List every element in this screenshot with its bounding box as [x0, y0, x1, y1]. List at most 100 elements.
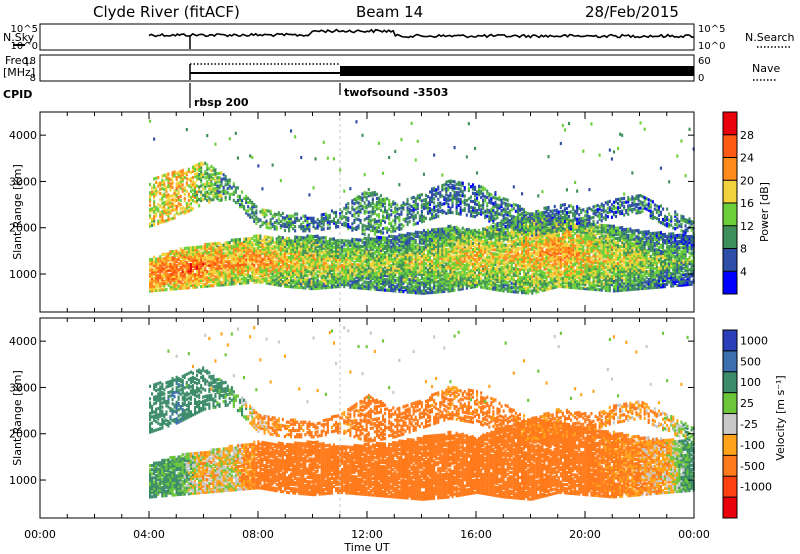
data-cell [471, 252, 474, 256]
data-cell [369, 237, 372, 241]
data-cell [396, 239, 399, 243]
data-cell [326, 283, 329, 287]
data-cell [465, 280, 468, 284]
data-cell [304, 282, 307, 286]
data-cell [439, 233, 442, 238]
data-cell [400, 252, 403, 256]
data-cell [375, 230, 378, 234]
data-cell [257, 164, 260, 168]
data-cell [259, 278, 262, 282]
data-cell [461, 200, 464, 204]
data-cell [447, 198, 450, 202]
data-cell [410, 274, 413, 278]
data-cell [390, 213, 393, 217]
data-cell [185, 246, 188, 250]
data-cell [467, 277, 470, 281]
data-cell [312, 247, 315, 251]
data-cell [216, 281, 219, 285]
data-cell [433, 205, 436, 209]
data-cell [371, 193, 374, 197]
data-cell [269, 238, 272, 242]
data-cell [300, 227, 303, 231]
data-cell [441, 209, 444, 213]
data-cell [204, 251, 207, 255]
data-cell [402, 290, 405, 294]
data-cell [414, 203, 417, 207]
data-cell [196, 262, 199, 266]
data-cell [149, 207, 152, 212]
data-cell [232, 190, 235, 194]
data-cell [384, 278, 387, 282]
data-cell [410, 261, 413, 265]
data-cell [292, 260, 295, 264]
data-cell [414, 245, 417, 249]
data-cell [435, 275, 438, 280]
data-cell [236, 186, 239, 190]
data-cell [459, 200, 462, 204]
data-cell [220, 262, 223, 266]
data-cell [153, 204, 156, 208]
data-cell [151, 270, 154, 274]
data-cell [185, 286, 188, 290]
data-cell [377, 238, 380, 242]
data-cell [392, 274, 395, 278]
data-cell [351, 237, 354, 241]
data-cell [361, 274, 364, 278]
data-cell [196, 192, 199, 196]
data-cell [431, 234, 434, 238]
data-cell [306, 255, 309, 259]
data-cell [324, 271, 327, 275]
data-cell [394, 285, 397, 289]
data-cell [406, 240, 409, 244]
data-cell [194, 266, 197, 270]
data-cell [300, 265, 303, 269]
data-cell [328, 220, 331, 224]
data-cell [290, 285, 293, 289]
data-cell [191, 283, 194, 287]
data-cell [196, 254, 199, 258]
data-cell [433, 263, 436, 267]
data-cell [467, 248, 470, 252]
data-cell [375, 201, 378, 205]
data-cell [422, 215, 425, 219]
data-cell [357, 246, 360, 250]
data-cell [226, 243, 229, 247]
data-cell [241, 260, 244, 264]
data-cell [320, 273, 323, 277]
data-cell [400, 267, 403, 271]
data-cell [443, 233, 446, 237]
data-cell [424, 231, 427, 235]
data-cell [220, 270, 223, 274]
data-cell [181, 278, 184, 282]
data-cell [412, 243, 415, 247]
data-cell [200, 176, 203, 180]
data-cell [187, 205, 190, 209]
data-cell [455, 207, 458, 211]
data-cell [437, 259, 440, 263]
data-cell [433, 238, 436, 242]
data-cell [204, 257, 207, 261]
data-cell [449, 206, 452, 210]
data-cell [355, 267, 358, 271]
data-cell [474, 247, 477, 251]
data-cell [377, 279, 380, 283]
data-cell [247, 262, 250, 266]
data-cell [429, 257, 432, 261]
data-cell [382, 255, 385, 259]
data-cell [363, 251, 366, 255]
data-cell [410, 121, 413, 125]
data-cell [345, 253, 348, 258]
data-cell [449, 185, 452, 189]
data-cell [455, 254, 458, 259]
data-cell [400, 258, 403, 262]
data-cell [149, 195, 152, 199]
data-cell [218, 268, 221, 273]
data-cell [194, 172, 197, 177]
data-cell [439, 201, 442, 205]
data-cell [210, 164, 213, 168]
data-cell [263, 274, 266, 278]
data-cell [155, 284, 158, 288]
data-cell [157, 282, 160, 286]
data-cell [273, 247, 276, 251]
data-cell [285, 270, 288, 274]
